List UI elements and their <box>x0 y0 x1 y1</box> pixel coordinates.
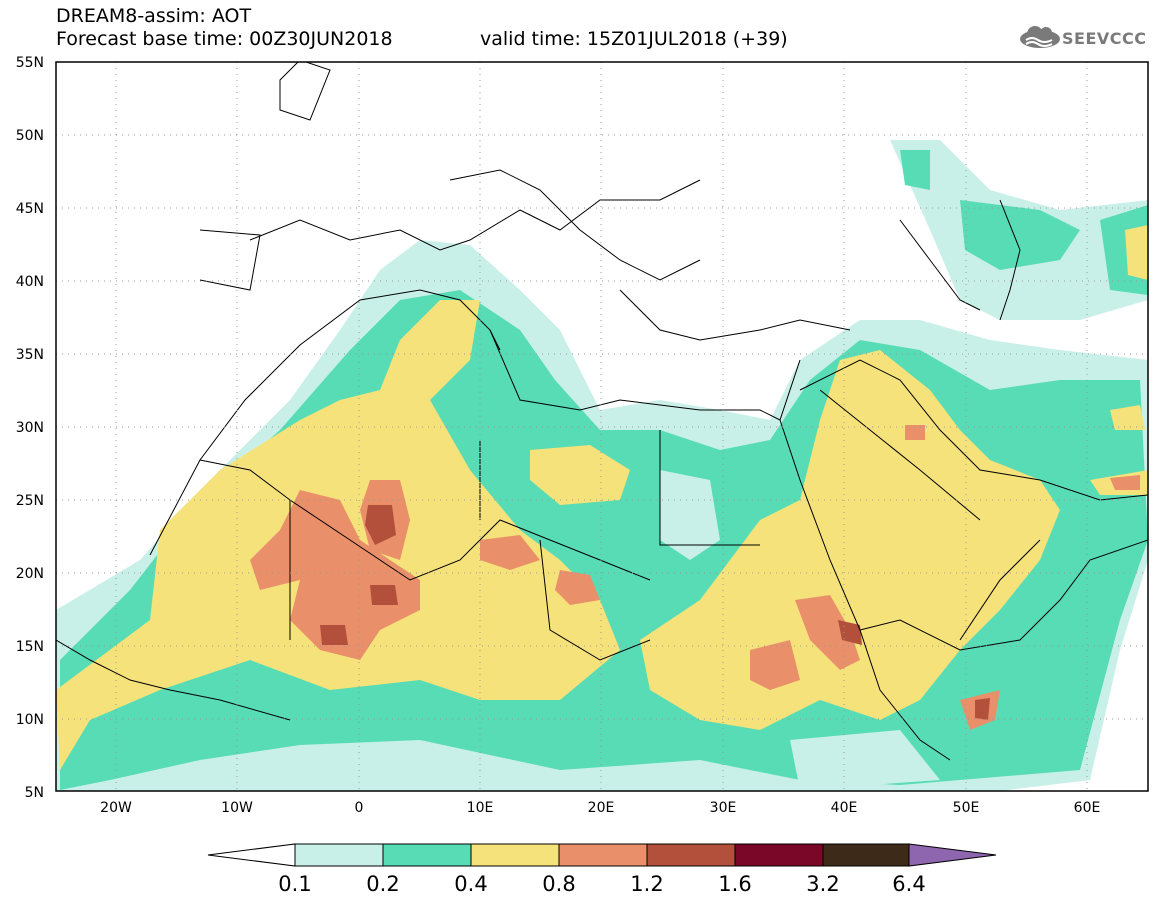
aot-field <box>56 140 1148 791</box>
lon-label: 40E <box>830 800 858 816</box>
lat-label: 20N <box>15 566 44 582</box>
map-frame <box>55 61 1149 792</box>
colorbar-label: 3.2 <box>806 872 840 896</box>
colorbar-label: 0.4 <box>454 872 488 896</box>
cloud-icon <box>1020 26 1060 48</box>
lat-label: 5N <box>24 785 44 801</box>
lat-label: 40N <box>15 274 44 290</box>
lon-label: 10W <box>221 800 253 816</box>
colorbar-label: 0.2 <box>366 872 400 896</box>
lat-label: 30N <box>15 420 44 436</box>
lon-label: 0 <box>354 800 364 816</box>
lon-label: 10E <box>466 800 494 816</box>
forecast-base-time: Forecast base time: 00Z30JUN2018 <box>56 28 393 50</box>
colorbar-label: 6.4 <box>892 872 926 896</box>
grid-lines <box>56 62 1148 791</box>
lon-label: 20E <box>587 800 615 816</box>
colorbar-label: 1.2 <box>630 872 664 896</box>
lat-label: 45N <box>15 201 44 217</box>
lat-label: 35N <box>15 347 44 363</box>
logo-text: SEEVCCC <box>1062 29 1147 48</box>
colorbar-label: 0.1 <box>278 872 312 896</box>
lon-label: 20W <box>100 800 132 816</box>
lat-label: 10N <box>15 712 44 728</box>
seevccc-logo <box>1020 26 1060 48</box>
lat-label: 50N <box>15 128 44 144</box>
map-title: DREAM8-assim: AOT <box>56 5 252 27</box>
colorbar-label: 1.6 <box>718 872 752 896</box>
lon-label: 50E <box>952 800 980 816</box>
colorbar-label: 0.8 <box>542 872 576 896</box>
lon-label: 60E <box>1073 800 1101 816</box>
lat-label: 55N <box>15 55 44 71</box>
lat-label: 15N <box>15 639 44 655</box>
lon-label: 30E <box>709 800 737 816</box>
valid-time: valid time: 15Z01JUL2018 (+39) <box>480 28 788 50</box>
lat-label: 25N <box>15 493 44 509</box>
